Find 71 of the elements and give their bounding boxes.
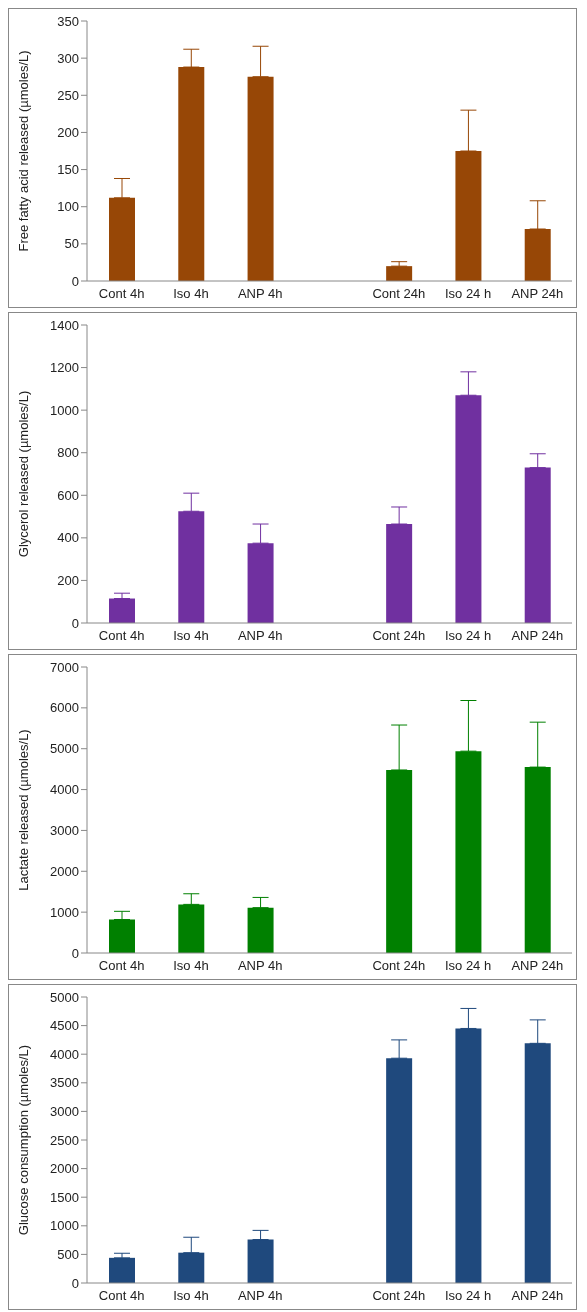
y-tick-label: 1500 xyxy=(50,1189,79,1205)
y-axis-title: Lactate released (µmoles/L) xyxy=(15,729,31,891)
x-tick-label: ANP 24h xyxy=(511,628,564,644)
bar xyxy=(455,151,482,281)
y-tick-label: 3000 xyxy=(50,823,79,839)
x-tick-label: Cont 4h xyxy=(98,1288,145,1304)
y-tick-label: 1400 xyxy=(50,317,79,333)
bar xyxy=(524,767,551,953)
x-tick-label: Iso 24 h xyxy=(444,628,492,644)
bar xyxy=(109,1257,135,1283)
y-tick-label: 4000 xyxy=(50,1046,79,1062)
y-tick-label: 1000 xyxy=(50,402,79,418)
y-tick-label: 50 xyxy=(64,236,79,252)
y-tick-label: 0 xyxy=(71,1275,79,1291)
y-tick-label: 200 xyxy=(57,125,79,141)
x-tick-label: Cont 24h xyxy=(372,958,426,974)
y-tick-label: 1200 xyxy=(50,360,79,376)
x-tick-label: Iso 24 h xyxy=(444,1288,492,1304)
y-tick-label: 200 xyxy=(57,573,79,589)
x-tick-label: Cont 24h xyxy=(372,1288,426,1304)
bar xyxy=(386,266,413,281)
y-tick-label: 2500 xyxy=(50,1132,79,1148)
x-tick-label: ANP 4h xyxy=(237,286,283,302)
x-tick-label: ANP 24h xyxy=(511,1288,564,1304)
bar xyxy=(178,67,205,281)
x-tick-label: ANP 24h xyxy=(511,958,564,974)
y-tick-label: 400 xyxy=(57,530,79,546)
y-tick-label: 0 xyxy=(71,615,79,631)
y-tick-label: 500 xyxy=(57,1247,79,1263)
x-tick-label: Cont 24h xyxy=(372,628,426,644)
x-tick-label: Iso 24 h xyxy=(444,958,492,974)
y-tick-label: 150 xyxy=(57,162,79,178)
y-tick-label: 0 xyxy=(71,945,79,961)
y-tick-label: 5000 xyxy=(50,989,79,1005)
bar xyxy=(524,229,551,281)
y-tick-label: 1000 xyxy=(50,904,79,920)
y-tick-label: 4500 xyxy=(50,1018,79,1034)
y-tick-label: 800 xyxy=(57,445,79,461)
y-tick-label: 2000 xyxy=(50,1161,79,1177)
y-axis-title: Glycerol released (µmoles/L) xyxy=(15,390,31,558)
y-axis-title: Glucose consumption (µmoles/L) xyxy=(15,1044,31,1236)
x-tick-label: Iso 4h xyxy=(173,286,209,302)
x-tick-label: Iso 4h xyxy=(173,1288,209,1304)
x-tick-label: Cont 4h xyxy=(98,958,145,974)
y-tick-label: 6000 xyxy=(50,700,79,716)
x-tick-label: ANP 24h xyxy=(511,286,564,302)
y-tick-label: 3500 xyxy=(50,1075,79,1091)
y-axis-title: Free fatty acid released (µmoles/L) xyxy=(15,50,31,252)
y-tick-label: 250 xyxy=(57,87,79,103)
y-tick-label: 1000 xyxy=(50,1218,79,1234)
x-tick-label: Cont 24h xyxy=(372,286,426,302)
bar xyxy=(386,769,413,953)
x-tick-label: Cont 4h xyxy=(98,628,145,644)
x-tick-label: ANP 4h xyxy=(237,958,283,974)
y-tick-label: 350 xyxy=(57,13,79,29)
bar xyxy=(386,524,413,623)
y-tick-label: 7000 xyxy=(50,659,79,675)
y-tick-label: 5000 xyxy=(50,741,79,757)
y-tick-label: 100 xyxy=(57,199,79,215)
x-tick-label: Iso 4h xyxy=(173,628,209,644)
x-tick-label: Iso 24 h xyxy=(444,286,492,302)
y-tick-label: 4000 xyxy=(50,782,79,798)
y-tick-label: 0 xyxy=(71,273,79,289)
y-tick-label: 300 xyxy=(57,50,79,66)
x-tick-label: ANP 4h xyxy=(237,628,283,644)
y-tick-label: 3000 xyxy=(50,1104,79,1120)
x-tick-label: Iso 4h xyxy=(173,958,209,974)
x-tick-label: ANP 4h xyxy=(237,1288,283,1304)
x-tick-label: Cont 4h xyxy=(98,286,145,302)
y-tick-label: 2000 xyxy=(50,863,79,879)
y-tick-label: 600 xyxy=(57,487,79,503)
